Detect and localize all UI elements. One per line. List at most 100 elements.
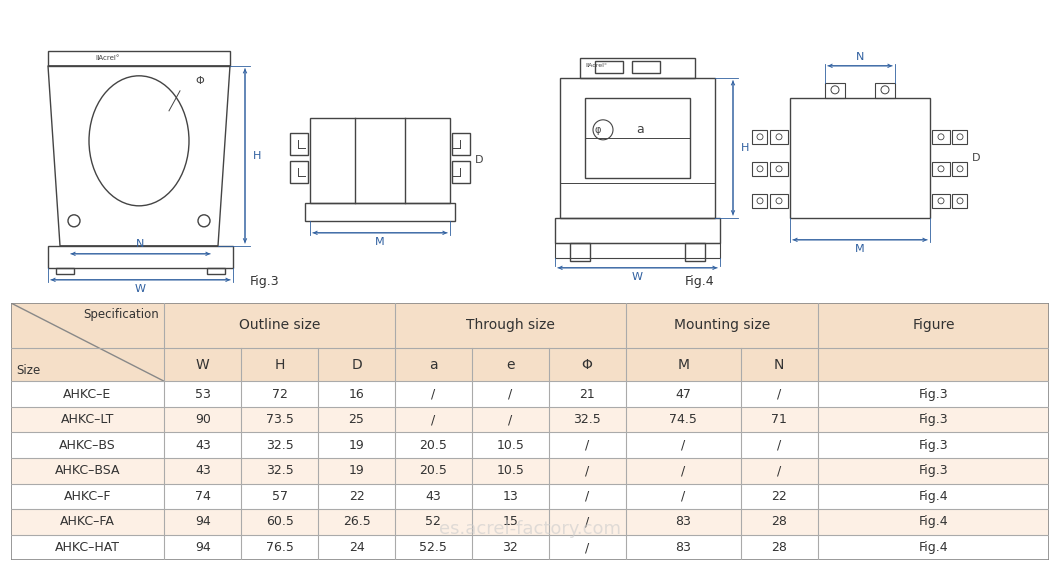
Bar: [952, 130, 967, 144]
Text: /: /: [508, 388, 512, 401]
Bar: [817, 348, 1049, 381]
Bar: [395, 458, 472, 483]
Bar: [472, 432, 549, 458]
Text: Φ: Φ: [582, 358, 593, 372]
Bar: [549, 407, 625, 432]
Text: 20.5: 20.5: [420, 464, 447, 477]
Text: AHKC–FA: AHKC–FA: [60, 516, 114, 529]
Bar: [560, 78, 716, 218]
Text: 24: 24: [349, 541, 365, 554]
Bar: [932, 162, 950, 176]
Bar: [632, 61, 660, 73]
Bar: [817, 303, 1049, 348]
Text: Fig.3: Fig.3: [919, 388, 949, 401]
Text: 10.5: 10.5: [496, 439, 525, 452]
Bar: [472, 381, 549, 407]
Bar: [290, 161, 308, 183]
Bar: [752, 162, 767, 176]
Bar: [625, 348, 741, 381]
Bar: [472, 348, 549, 381]
Text: 22: 22: [772, 490, 788, 503]
Bar: [549, 483, 625, 509]
Bar: [164, 483, 242, 509]
Bar: [242, 509, 318, 535]
Text: N: N: [137, 239, 144, 249]
Text: 60.5: 60.5: [266, 516, 294, 529]
Text: Through size: Through size: [465, 318, 554, 332]
Bar: [395, 381, 472, 407]
Bar: [242, 407, 318, 432]
Text: 74: 74: [195, 490, 211, 503]
Text: 32.5: 32.5: [266, 439, 294, 452]
Bar: [741, 483, 817, 509]
Text: 22: 22: [349, 490, 365, 503]
Bar: [472, 509, 549, 535]
Bar: [242, 535, 318, 560]
Text: N: N: [774, 358, 784, 372]
Bar: [952, 162, 967, 176]
Bar: [817, 381, 1049, 407]
Bar: [625, 535, 741, 560]
Bar: [305, 203, 455, 221]
Text: M: M: [677, 358, 689, 372]
Bar: [625, 407, 741, 432]
Text: ⅡAcrel°: ⅡAcrel°: [95, 55, 120, 61]
Bar: [318, 483, 395, 509]
Bar: [318, 348, 395, 381]
Text: /: /: [585, 516, 589, 529]
Bar: [395, 509, 472, 535]
Bar: [549, 535, 625, 560]
Text: ⅡAcrel°: ⅡAcrel°: [585, 63, 607, 68]
Text: 32.5: 32.5: [266, 464, 294, 477]
Bar: [310, 118, 450, 203]
Text: /: /: [682, 490, 686, 503]
Bar: [242, 432, 318, 458]
Bar: [164, 381, 242, 407]
Bar: [817, 432, 1049, 458]
Text: φ: φ: [595, 125, 601, 135]
Bar: [242, 381, 318, 407]
Text: a: a: [636, 123, 643, 136]
Text: AHKC–F: AHKC–F: [64, 490, 111, 503]
Bar: [932, 130, 950, 144]
Bar: [164, 348, 242, 381]
Text: /: /: [585, 490, 589, 503]
Bar: [549, 348, 625, 381]
Text: 16: 16: [349, 388, 365, 401]
Bar: [318, 407, 395, 432]
Bar: [580, 58, 695, 78]
Text: Fig.4: Fig.4: [919, 541, 949, 554]
Bar: [595, 61, 623, 73]
Text: H: H: [275, 358, 285, 372]
Text: AHKC–HAT: AHKC–HAT: [55, 541, 120, 554]
Text: /: /: [431, 388, 436, 401]
Bar: [472, 535, 549, 560]
Text: 32.5: 32.5: [573, 413, 601, 426]
Text: W: W: [196, 358, 210, 372]
Bar: [395, 535, 472, 560]
Text: Fig.3: Fig.3: [919, 464, 949, 477]
Text: Figure: Figure: [913, 318, 955, 332]
Bar: [625, 432, 741, 458]
Bar: [11, 381, 164, 407]
Bar: [290, 133, 308, 155]
Text: D: D: [475, 155, 483, 165]
Bar: [395, 432, 472, 458]
Bar: [549, 458, 625, 483]
Text: /: /: [777, 388, 781, 401]
Bar: [395, 483, 472, 509]
Bar: [752, 130, 767, 144]
Bar: [11, 509, 164, 535]
Text: 19: 19: [349, 464, 365, 477]
Text: W: W: [135, 284, 146, 294]
Bar: [207, 268, 225, 274]
Text: es.acrel-factory.com: es.acrel-factory.com: [439, 520, 621, 538]
Text: 72: 72: [271, 388, 287, 401]
Bar: [164, 407, 242, 432]
Bar: [817, 407, 1049, 432]
Text: M: M: [375, 237, 385, 247]
Bar: [741, 348, 817, 381]
Bar: [164, 509, 242, 535]
Bar: [472, 407, 549, 432]
Bar: [685, 243, 705, 261]
